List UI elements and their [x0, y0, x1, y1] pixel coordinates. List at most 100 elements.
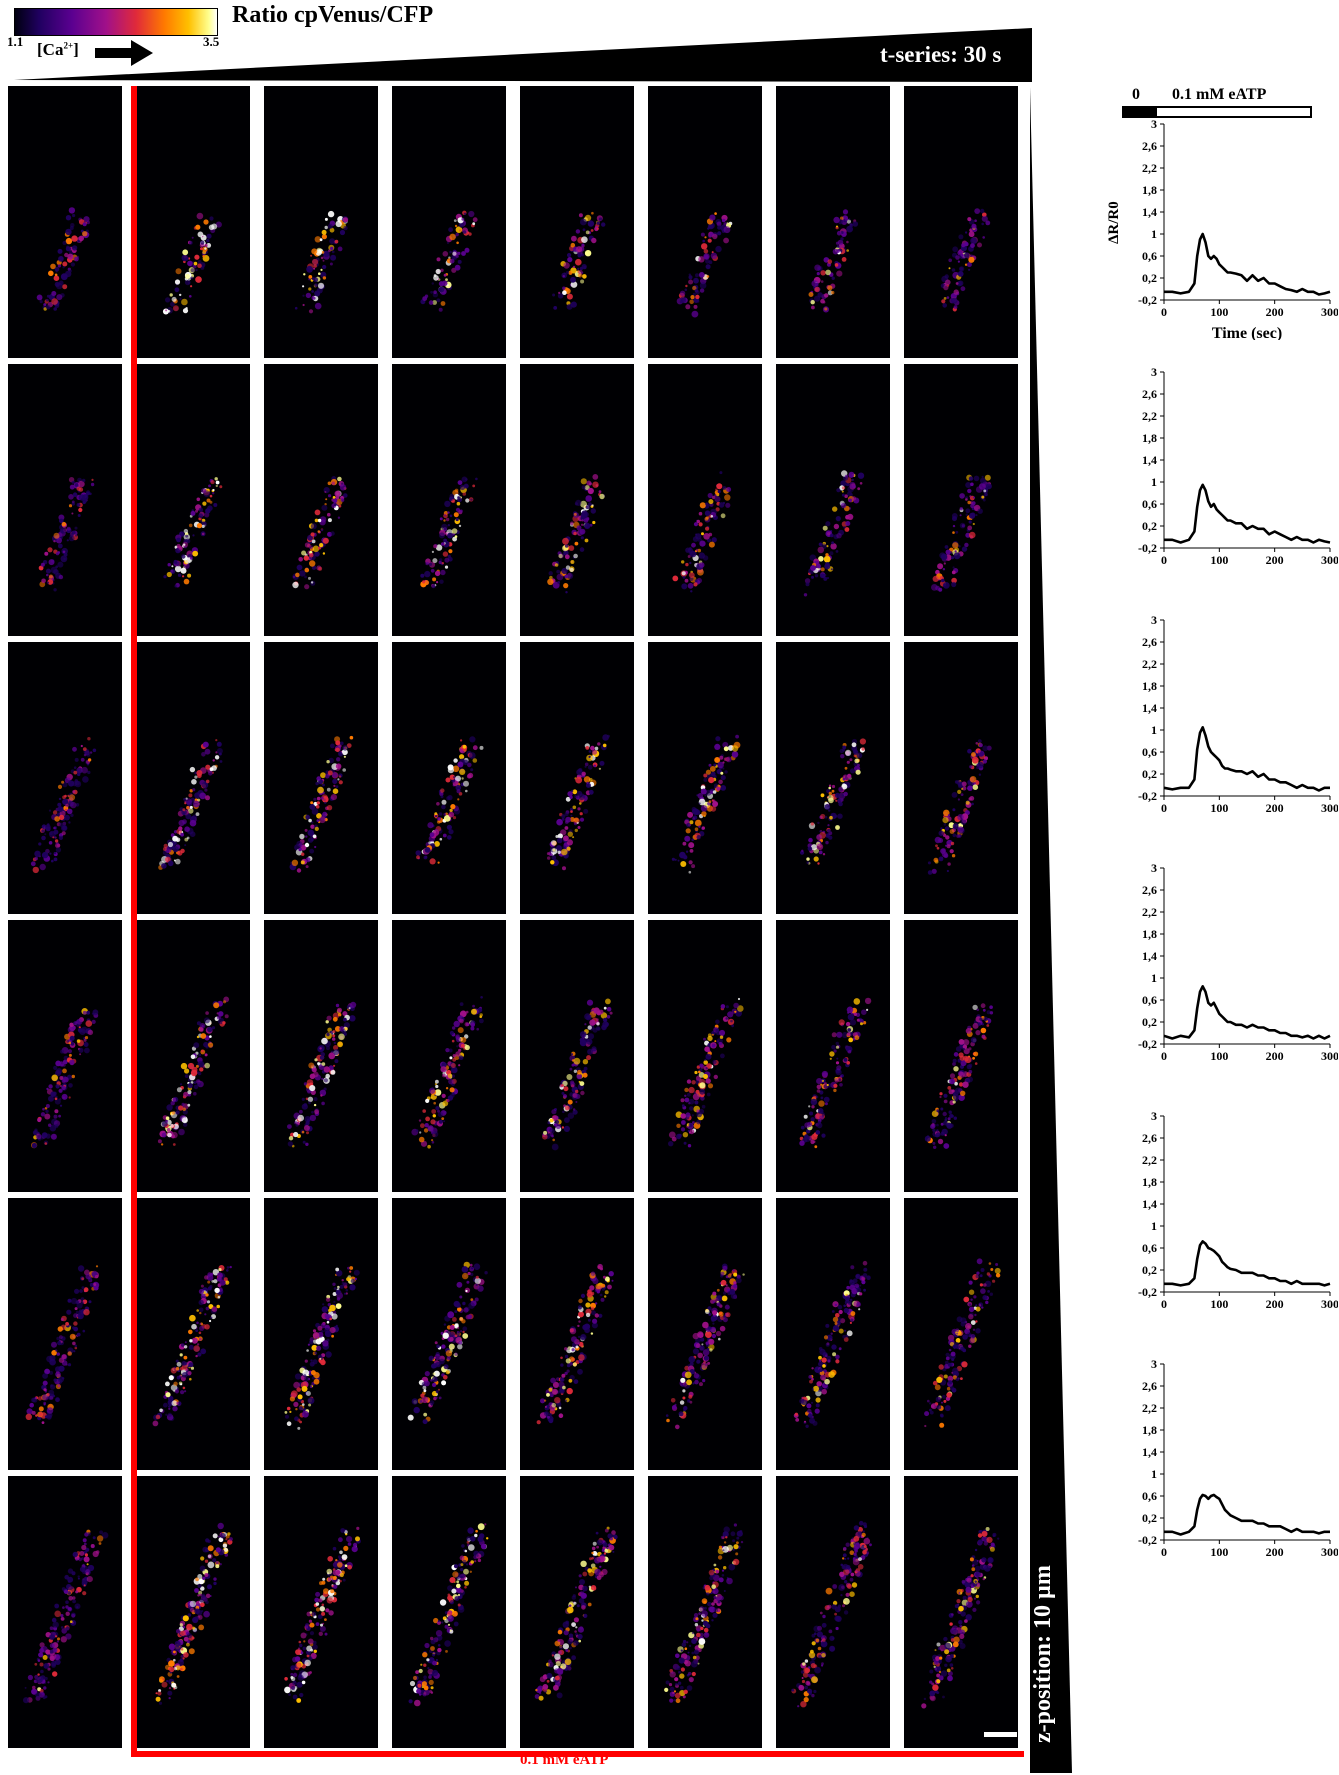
y-tick-label: 0,6 [1142, 1241, 1157, 1255]
micrograph-r1-c6 [648, 86, 762, 358]
y-tick-label: 0,6 [1142, 497, 1157, 511]
micrograph-r5-c8 [904, 1198, 1018, 1470]
micrograph-cells [136, 86, 250, 358]
micrograph-r5-c1 [8, 1198, 122, 1470]
micrograph-r1-c8 [904, 86, 1018, 358]
y-tick-label: 2,2 [1142, 409, 1157, 423]
y-tick-label: 0,2 [1142, 1511, 1157, 1525]
x-tick-label: 300 [1321, 1297, 1338, 1311]
micrograph-cells [648, 86, 762, 358]
x-tick-label: 0 [1161, 553, 1167, 567]
micrograph-cells [776, 1198, 890, 1470]
x-tick-label: 0 [1161, 305, 1167, 319]
micrograph-r5-c4 [392, 1198, 506, 1470]
y-tick-label: 3 [1151, 1109, 1157, 1123]
micrograph-cells [776, 86, 890, 358]
y-tick-label: 1,8 [1142, 679, 1157, 693]
micrograph-cells [648, 920, 762, 1192]
z-position-wedge [1028, 85, 1074, 1775]
micrograph-r6-c2 [136, 1476, 250, 1748]
micrograph-r6-c4 [392, 1476, 506, 1748]
x-tick-label: 200 [1266, 801, 1284, 815]
x-tick-label: 200 [1266, 1545, 1284, 1559]
y-tick-label: 0,2 [1142, 767, 1157, 781]
micrograph-cells [136, 642, 250, 914]
x-tick-label: 100 [1210, 1049, 1228, 1063]
micrograph-r1-c4 [392, 86, 506, 358]
y-tick-label: 1 [1151, 1467, 1157, 1481]
micrograph-r3-c3 [264, 642, 378, 914]
micrograph-cells [136, 920, 250, 1192]
y-tick-label: 1 [1151, 971, 1157, 985]
micrograph-r3-c6 [648, 642, 762, 914]
micrograph-cells [264, 364, 378, 636]
x-tick-label: 200 [1266, 305, 1284, 319]
micrograph-cells [8, 1476, 122, 1748]
micrograph-r4-c6 [648, 920, 762, 1192]
micrograph-r5-c5 [520, 1198, 634, 1470]
micrograph-cells [904, 1476, 1018, 1748]
micrograph-cells [392, 920, 506, 1192]
y-tick-label: 3 [1151, 365, 1157, 379]
x-tick-label: 200 [1266, 1049, 1284, 1063]
micrograph-r2-c1 [8, 364, 122, 636]
x-tick-label: 300 [1321, 553, 1338, 567]
micrograph-r4-c2 [136, 920, 250, 1192]
micrograph-cells [904, 1198, 1018, 1470]
treatment-start-line [131, 86, 137, 1756]
micrograph-cells [8, 86, 122, 358]
micrograph-r1-c3 [264, 86, 378, 358]
x-tick-label: 300 [1321, 305, 1338, 319]
micrograph-r2-c4 [392, 364, 506, 636]
y-tick-label: -0,2 [1138, 541, 1157, 555]
micrograph-cells [136, 1198, 250, 1470]
micrograph-r4-c7 [776, 920, 890, 1192]
y-tick-label: 0,6 [1142, 993, 1157, 1007]
y-tick-label: 0,6 [1142, 249, 1157, 263]
y-tick-label: 2,2 [1142, 657, 1157, 671]
response-trace [1164, 234, 1330, 295]
micrograph-cells [520, 642, 634, 914]
micrograph-cells [904, 86, 1018, 358]
micrograph-cells [8, 642, 122, 914]
micrograph-r4-c8 [904, 920, 1018, 1192]
response-trace [1164, 1241, 1330, 1285]
micrograph-r5-c3 [264, 1198, 378, 1470]
y-tick-label: -0,2 [1138, 789, 1157, 803]
micrograph-cells [392, 86, 506, 358]
micrograph-cells [776, 364, 890, 636]
x-tick-label: 100 [1210, 553, 1228, 567]
micrograph-cells [392, 1198, 506, 1470]
micrograph-r3-c4 [392, 642, 506, 914]
micrograph-cells [648, 1476, 762, 1748]
micrograph-cells [520, 920, 634, 1192]
treatment-label: 0.1 mM eATP [520, 1752, 608, 1769]
y-tick-label: 1,4 [1142, 701, 1157, 715]
y-tick-label: -0,2 [1138, 1285, 1157, 1299]
y-tick-label: 3 [1151, 613, 1157, 627]
x-tick-label: 100 [1210, 1545, 1228, 1559]
y-tick-label: 3 [1151, 1357, 1157, 1371]
micrograph-cells [8, 920, 122, 1192]
scale-bar [984, 1732, 1017, 1737]
x-tick-label: 300 [1321, 801, 1338, 815]
y-tick-label: 2,6 [1142, 387, 1157, 401]
micrograph-cells [264, 642, 378, 914]
micrograph-r3-c8 [904, 642, 1018, 914]
micrograph-cells [776, 920, 890, 1192]
x-tick-label: 100 [1210, 1297, 1228, 1311]
response-trace [1164, 986, 1330, 1038]
micrograph-r1-c5 [520, 86, 634, 358]
micrograph-r4-c3 [264, 920, 378, 1192]
y-tick-label: 1,4 [1142, 205, 1157, 219]
y-tick-label: 2,2 [1142, 1401, 1157, 1415]
micrograph-r6-c3 [264, 1476, 378, 1748]
y-axis-label: ΔR/R0 [1106, 201, 1122, 244]
stimulus-before-label: 0 [1132, 86, 1140, 104]
x-tick-label: 300 [1321, 1049, 1338, 1063]
micrograph-r6-c6 [648, 1476, 762, 1748]
